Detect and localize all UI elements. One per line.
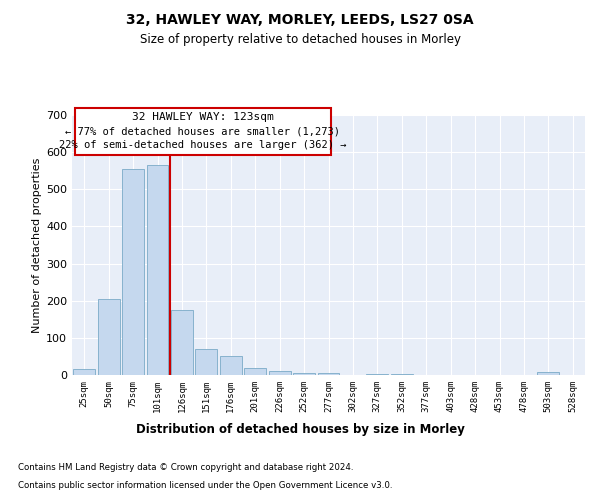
- Bar: [317, 373, 340, 375]
- Text: ← 77% of detached houses are smaller (1,273): ← 77% of detached houses are smaller (1,…: [65, 126, 340, 136]
- Text: Contains HM Land Registry data © Crown copyright and database right 2024.: Contains HM Land Registry data © Crown c…: [18, 463, 353, 472]
- Text: 32 HAWLEY WAY: 123sqm: 32 HAWLEY WAY: 123sqm: [132, 112, 274, 122]
- Bar: [391, 374, 413, 375]
- Text: Distribution of detached houses by size in Morley: Distribution of detached houses by size …: [136, 422, 464, 436]
- Bar: [220, 356, 242, 375]
- Text: 22% of semi-detached houses are larger (362) →: 22% of semi-detached houses are larger (…: [59, 140, 347, 150]
- Bar: [98, 299, 119, 375]
- Text: Contains public sector information licensed under the Open Government Licence v3: Contains public sector information licen…: [18, 480, 392, 490]
- Bar: [269, 372, 290, 375]
- Bar: [293, 373, 315, 375]
- Bar: [171, 310, 193, 375]
- Bar: [367, 374, 388, 375]
- Bar: [122, 169, 144, 375]
- Y-axis label: Number of detached properties: Number of detached properties: [32, 158, 42, 332]
- Bar: [244, 368, 266, 375]
- Bar: [73, 370, 95, 375]
- Bar: [196, 349, 217, 375]
- Bar: [146, 165, 169, 375]
- Text: 32, HAWLEY WAY, MORLEY, LEEDS, LS27 0SA: 32, HAWLEY WAY, MORLEY, LEEDS, LS27 0SA: [126, 12, 474, 26]
- Bar: [538, 372, 559, 375]
- Text: Size of property relative to detached houses in Morley: Size of property relative to detached ho…: [139, 32, 461, 46]
